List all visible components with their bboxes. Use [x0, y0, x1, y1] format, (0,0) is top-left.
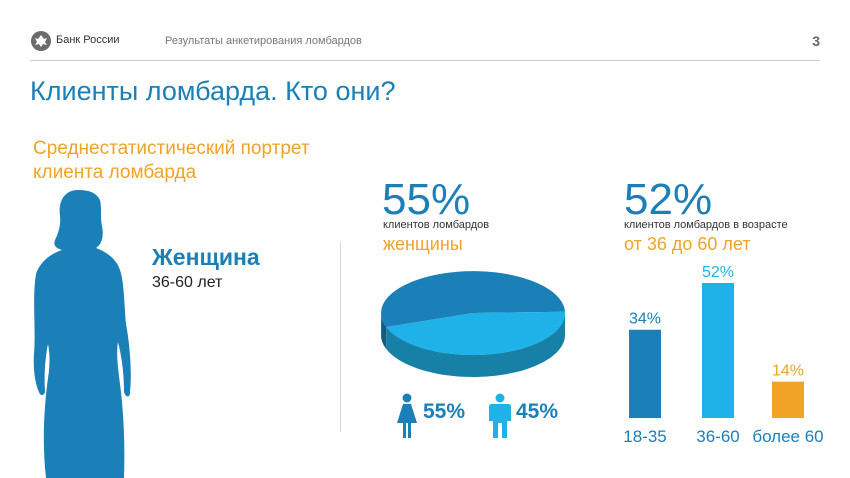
pie-slice-1: [386, 311, 566, 356]
bar-1: [702, 283, 734, 418]
male-icon: [489, 393, 511, 438]
bar-value-label-2: 14%: [772, 363, 804, 380]
gender-caption: клиентов ломбардов: [383, 219, 490, 231]
bar-value-label-0: 34%: [629, 311, 661, 328]
age-highlight: от 36 до 60 лет: [624, 234, 751, 254]
bar-2: [772, 381, 804, 418]
gender-highlight: женщины: [383, 234, 463, 254]
pie-slice-0: [381, 271, 565, 328]
section-divider: [340, 242, 341, 432]
bar-category-label-0: 18-35: [623, 427, 666, 446]
portrait-age: 36-60 лет: [152, 274, 223, 291]
gender-big-value: 55%: [382, 175, 471, 224]
bar-category-label-1: 36-60: [696, 427, 739, 446]
bar-0: [629, 329, 661, 418]
pie-side-0: [381, 315, 387, 350]
age-big-value: 52%: [624, 175, 713, 224]
woman-silhouette-icon: [33, 190, 131, 478]
female-icon: [397, 393, 417, 438]
bank-name: Банк России: [56, 34, 120, 46]
header-divider: [30, 60, 820, 61]
pie-side-1: [386, 313, 565, 377]
age-caption: клиентов ломбардов в возрасте: [624, 219, 788, 231]
age-bar-chart: 34% 18-35 52% 36-60 14% более 60: [623, 264, 823, 446]
page-number: 3: [812, 33, 820, 49]
gender-pie-chart: [381, 271, 566, 377]
bar-value-label-1: 52%: [702, 264, 734, 281]
bank-logo-icon: [31, 31, 51, 51]
portrait-heading: Среднестатистический портрет клиента лом…: [33, 138, 310, 183]
portrait-gender: Женщина: [152, 244, 260, 270]
bar-category-label-2: более 60: [752, 427, 823, 446]
male-percent: 45%: [516, 400, 559, 423]
page-title: Клиенты ломбарда. Кто они?: [30, 76, 396, 106]
header-subtitle: Результаты анкетирования ломбардов: [165, 35, 362, 47]
female-percent: 55%: [423, 400, 466, 423]
